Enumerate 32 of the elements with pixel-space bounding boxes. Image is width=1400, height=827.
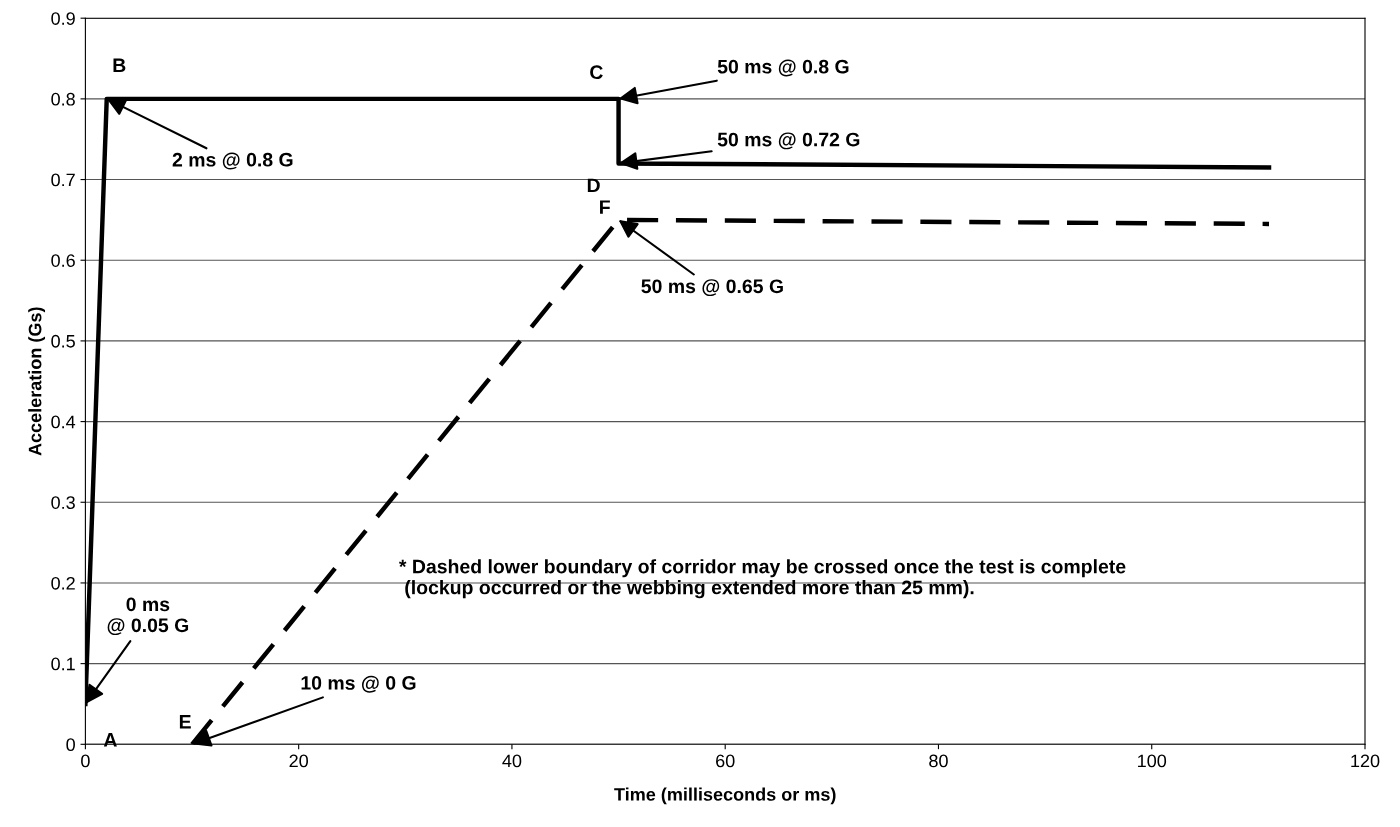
y-axis-title: Acceleration (Gs) <box>28 307 46 456</box>
x-tick-label: 0 <box>81 754 90 768</box>
annotation: E <box>179 715 191 729</box>
annotation: F <box>600 200 610 214</box>
y-tick-label: 0.8 <box>51 92 75 106</box>
x-tick-label: 80 <box>929 754 948 768</box>
y-tick-label: 0.5 <box>51 334 75 348</box>
y-tick-label: 0.9 <box>51 12 75 25</box>
annotation: 50 ms @ 0.65 G <box>641 279 783 297</box>
y-tick-label: 0 <box>66 738 75 752</box>
annotation: 50 ms @ 0.8 G <box>717 59 849 77</box>
y-tick-label: 0.3 <box>51 496 75 509</box>
annotation: B <box>113 58 126 72</box>
annotation: * Dashed lower boundary of corridor may be crossed once the test is complete (lockup occurred or the webbing extended more than 25 mm). <box>398 559 1126 599</box>
y-tick-label: 0.4 <box>51 415 76 429</box>
annotation: 10 ms @ 0 G <box>301 675 416 693</box>
x-tick-label: 120 <box>1351 754 1380 768</box>
annotation: 0 ms @ 0.05 G <box>107 597 189 636</box>
y-tick-label: 0.2 <box>51 576 75 590</box>
y-tick-label: 0.7 <box>51 173 75 187</box>
x-tick-label: 40 <box>502 754 522 768</box>
annotation: 50 ms @ 0.72 G <box>717 132 860 150</box>
annotation: 2 ms @ 0.8 G <box>172 152 293 170</box>
annotation: D <box>587 178 600 193</box>
x-tick-label: 60 <box>716 754 735 768</box>
y-tick-label: 0.1 <box>51 657 75 671</box>
annotation: C <box>590 65 603 80</box>
x-tick-label: 20 <box>289 754 308 768</box>
y-tick-label: 0.6 <box>51 254 75 267</box>
x-tick-label: 100 <box>1138 754 1167 768</box>
x-axis-title: Time (milliseconds or ms) <box>614 787 836 805</box>
annotation: A <box>103 733 117 747</box>
